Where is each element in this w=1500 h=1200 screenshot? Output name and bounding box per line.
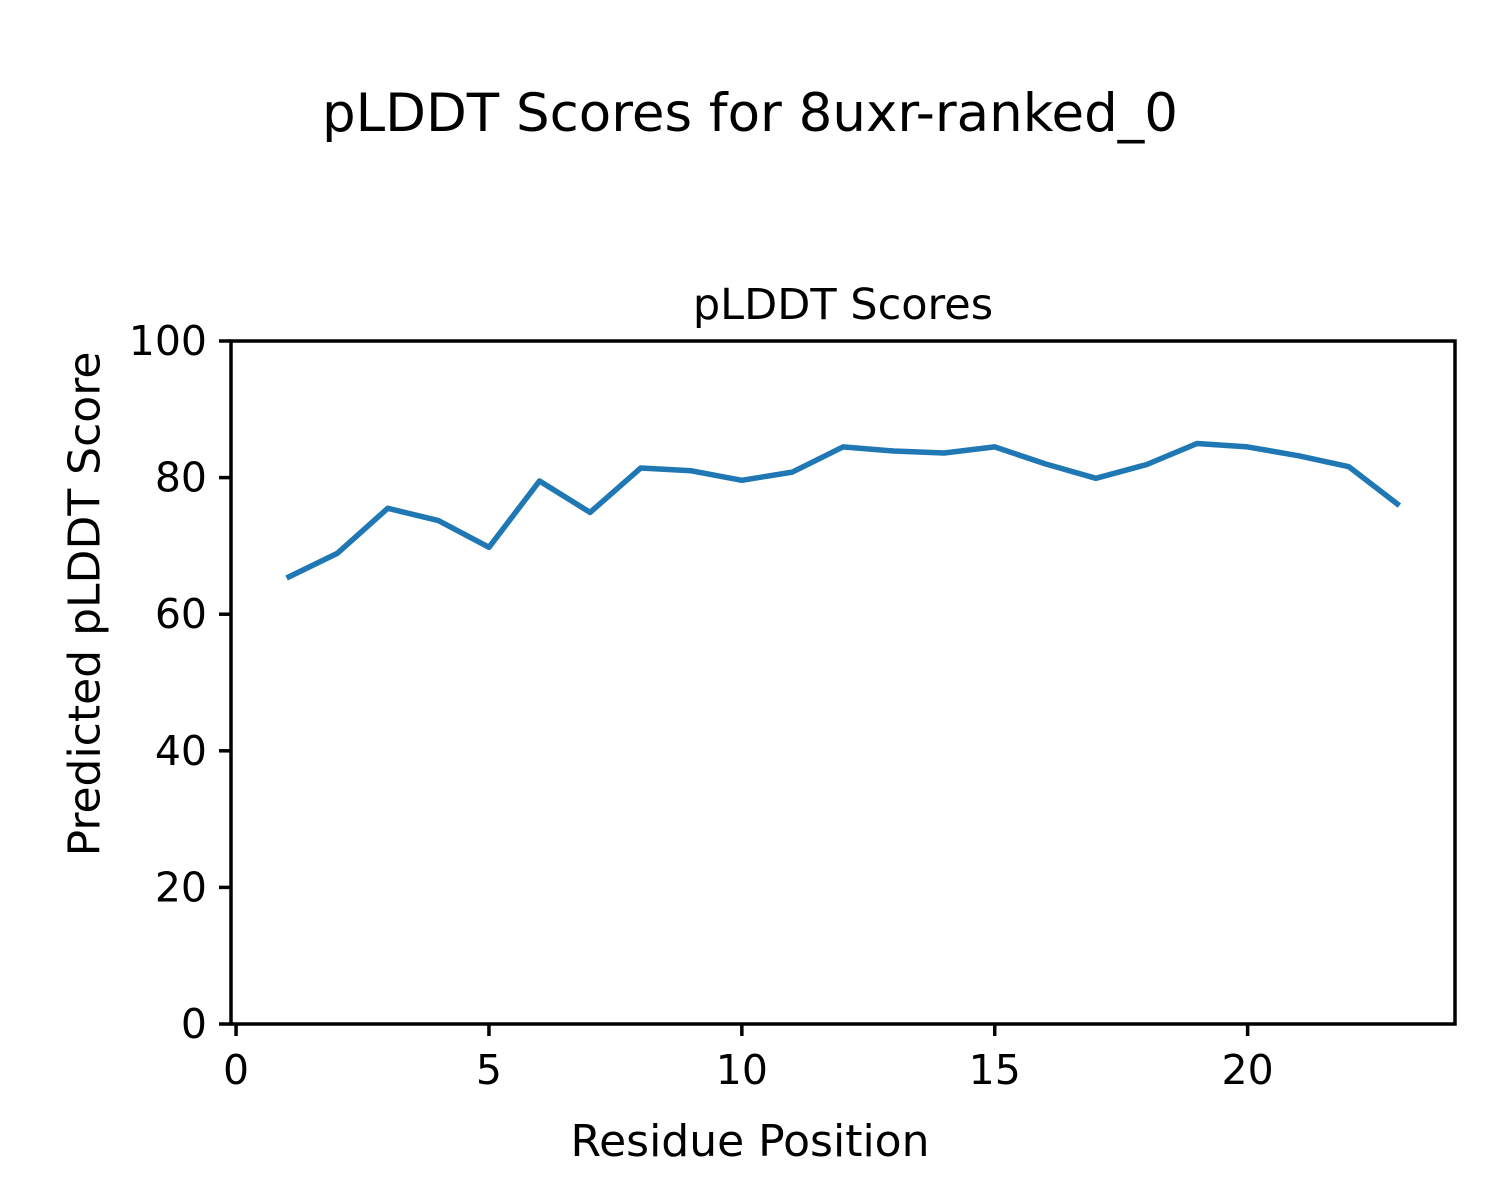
- x-tick-label: 15: [969, 1046, 1021, 1094]
- y-axis-label: Predicted pLDDT Score: [59, 351, 111, 857]
- x-tick-label: 10: [716, 1046, 768, 1094]
- y-tick-label: 20: [155, 863, 207, 911]
- y-tick-label: 100: [129, 317, 207, 365]
- x-tick-label: 0: [223, 1046, 249, 1094]
- y-tick-label: 60: [155, 590, 207, 638]
- y-tick-label: 40: [155, 727, 207, 775]
- plddt-line: [285, 440, 1402, 581]
- plot-spines: [229, 339, 1457, 1026]
- x-axis-label: Residue Position: [570, 1116, 930, 1167]
- x-tick-label: 20: [1222, 1046, 1274, 1094]
- axes-title: pLDDT Scores: [692, 280, 994, 330]
- y-tick-label: 0: [181, 1000, 207, 1048]
- chart-title: pLDDT Scores for 8uxr-ranked_0: [322, 83, 1178, 144]
- y-tick-label: 80: [155, 454, 207, 502]
- x-tick-label: 5: [476, 1046, 502, 1094]
